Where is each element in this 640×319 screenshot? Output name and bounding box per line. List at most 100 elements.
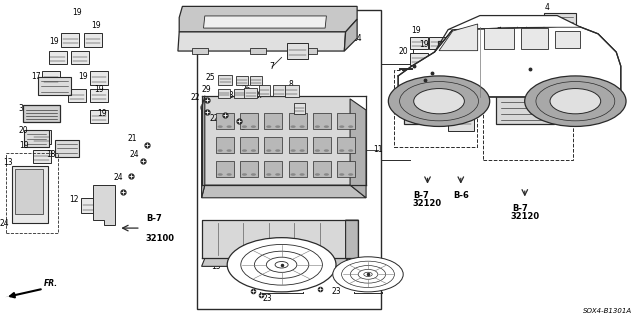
- Text: 17: 17: [31, 72, 42, 81]
- Circle shape: [315, 125, 320, 128]
- Text: 16: 16: [312, 18, 322, 27]
- Text: 19: 19: [419, 40, 429, 48]
- Bar: [216, 137, 234, 153]
- Circle shape: [388, 76, 490, 126]
- Bar: [250, 76, 262, 85]
- Bar: [410, 37, 428, 49]
- Text: 14: 14: [352, 34, 362, 43]
- Bar: [90, 89, 108, 102]
- Polygon shape: [204, 16, 326, 28]
- Bar: [240, 113, 258, 129]
- Text: 27: 27: [254, 91, 264, 100]
- Bar: [483, 70, 573, 160]
- Bar: [61, 33, 79, 47]
- Text: 8: 8: [570, 36, 575, 45]
- Circle shape: [333, 257, 403, 292]
- Circle shape: [218, 149, 223, 152]
- Text: 26: 26: [241, 85, 252, 94]
- Text: 8: 8: [289, 80, 294, 89]
- Text: 24: 24: [0, 219, 10, 228]
- Text: 20: 20: [19, 126, 29, 135]
- Bar: [410, 53, 428, 65]
- Bar: [313, 113, 331, 129]
- Circle shape: [348, 125, 353, 128]
- Bar: [42, 71, 60, 85]
- Text: 7: 7: [497, 27, 502, 36]
- Bar: [236, 76, 248, 85]
- Bar: [218, 75, 232, 85]
- Bar: [552, 23, 568, 35]
- Circle shape: [348, 149, 353, 152]
- Circle shape: [339, 125, 344, 128]
- Bar: [33, 130, 51, 144]
- Polygon shape: [5, 293, 16, 297]
- Circle shape: [324, 149, 329, 152]
- Circle shape: [242, 173, 247, 176]
- Bar: [203, 220, 346, 258]
- Bar: [244, 88, 257, 98]
- Circle shape: [251, 173, 256, 176]
- Text: 32100: 32100: [146, 234, 175, 242]
- Circle shape: [218, 173, 223, 176]
- Bar: [38, 77, 71, 95]
- Bar: [313, 161, 331, 177]
- Circle shape: [275, 125, 280, 128]
- Text: 5: 5: [241, 123, 246, 132]
- Circle shape: [339, 149, 344, 152]
- Bar: [438, 41, 470, 62]
- Circle shape: [275, 149, 280, 152]
- Bar: [68, 89, 86, 102]
- Bar: [250, 48, 266, 54]
- Bar: [526, 39, 543, 51]
- Text: 13: 13: [3, 158, 13, 167]
- Circle shape: [315, 173, 320, 176]
- Bar: [552, 39, 568, 51]
- Bar: [90, 110, 108, 123]
- Text: 24: 24: [129, 150, 140, 159]
- Polygon shape: [178, 32, 346, 51]
- Polygon shape: [439, 24, 477, 51]
- Bar: [192, 48, 208, 54]
- Circle shape: [251, 125, 256, 128]
- Bar: [289, 137, 307, 153]
- Text: 19: 19: [94, 85, 104, 94]
- Circle shape: [348, 173, 353, 176]
- Bar: [55, 140, 79, 157]
- Text: 4: 4: [545, 3, 550, 11]
- Text: 19: 19: [97, 109, 108, 118]
- Bar: [24, 130, 49, 147]
- Bar: [289, 161, 307, 177]
- Text: 22: 22: [210, 114, 219, 122]
- Bar: [313, 137, 331, 153]
- Text: 19: 19: [411, 26, 421, 35]
- Polygon shape: [93, 185, 115, 225]
- Bar: [264, 113, 282, 129]
- Circle shape: [291, 125, 296, 128]
- Polygon shape: [179, 6, 357, 32]
- Circle shape: [218, 125, 223, 128]
- Bar: [71, 51, 89, 64]
- Polygon shape: [344, 19, 357, 51]
- Bar: [544, 13, 576, 32]
- Circle shape: [315, 149, 320, 152]
- Bar: [337, 113, 355, 129]
- Bar: [218, 89, 230, 98]
- Text: 3: 3: [447, 29, 452, 38]
- Text: 7: 7: [269, 63, 275, 71]
- Bar: [234, 89, 245, 98]
- Text: B-6: B-6: [453, 191, 469, 200]
- Text: 19: 19: [49, 37, 60, 46]
- Text: B-7: B-7: [413, 191, 429, 200]
- Text: 28: 28: [225, 91, 234, 100]
- Text: 22: 22: [191, 93, 200, 102]
- Bar: [203, 97, 350, 184]
- Bar: [6, 153, 58, 233]
- Bar: [240, 161, 258, 177]
- Bar: [394, 70, 477, 147]
- Bar: [496, 93, 554, 124]
- Circle shape: [275, 173, 280, 176]
- Bar: [49, 51, 67, 64]
- Text: 11: 11: [373, 145, 382, 154]
- Circle shape: [339, 173, 344, 176]
- Bar: [337, 137, 355, 153]
